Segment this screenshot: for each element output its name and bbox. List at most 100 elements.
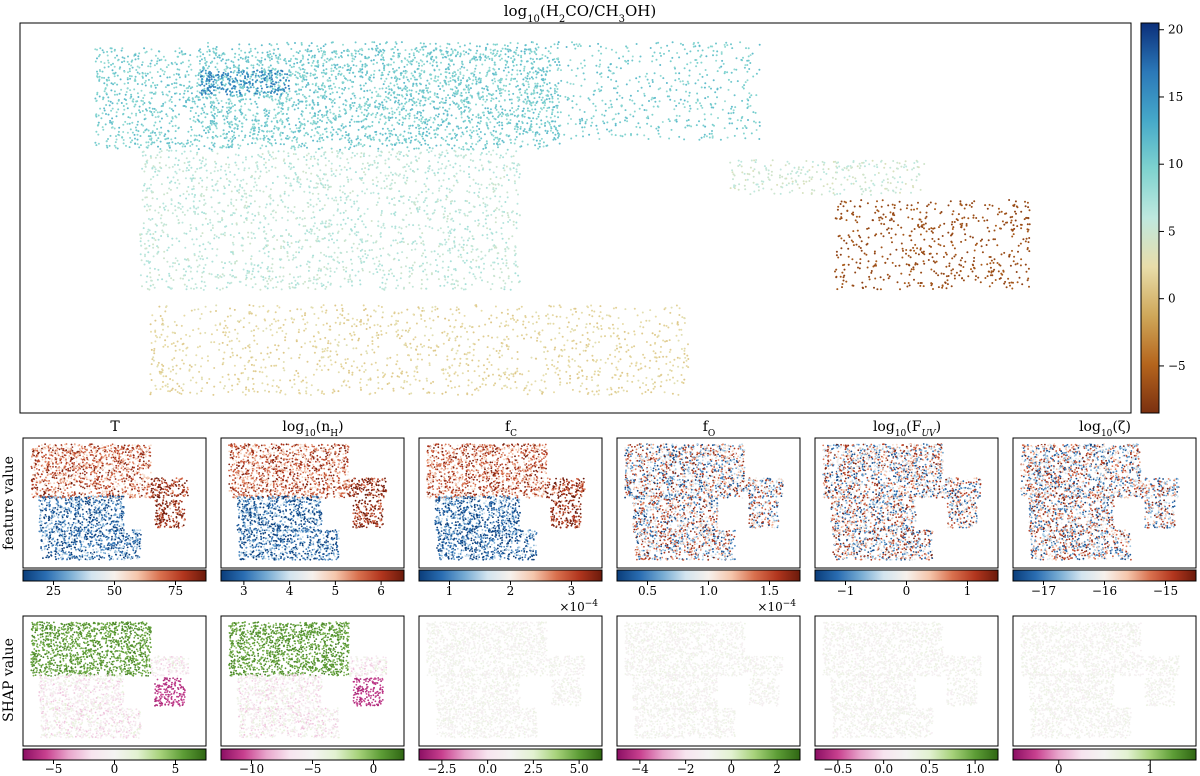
main-scatter-point (731, 122, 734, 125)
main-scatter-point (400, 108, 403, 111)
main-scatter-point (714, 102, 717, 105)
main-scatter-point (156, 60, 159, 63)
main-scatter-point (408, 115, 411, 117)
main-scatter-point (359, 283, 362, 286)
main-scatter-point (217, 111, 219, 114)
main-scatter-point (629, 94, 632, 97)
main-scatter-point (184, 145, 187, 148)
main-scatter-point (264, 123, 267, 126)
main-scatter-point (375, 44, 378, 47)
main-scatter-point (264, 71, 267, 74)
main-scatter-point (265, 185, 268, 188)
main-scatter-point (477, 78, 480, 81)
main-scatter-point (279, 58, 282, 61)
main-scatter-point (400, 60, 403, 63)
main-scatter-point (142, 100, 144, 103)
main-scatter-point (352, 104, 355, 107)
main-scatter-point (364, 43, 367, 45)
main-scatter-point (155, 109, 158, 112)
main-scatter-point (493, 77, 496, 80)
main-scatter-point (353, 145, 356, 148)
main-scatter-point (316, 131, 319, 134)
main-scatter-point (356, 247, 359, 250)
main-scatter-point (373, 69, 376, 72)
main-scatter-point (405, 76, 408, 79)
main-scatter-point (411, 104, 414, 106)
main-scatter-point (363, 108, 366, 111)
main-scatter-point (298, 66, 301, 69)
main-scatter-point (316, 235, 319, 238)
main-scatter-point (207, 131, 210, 134)
main-scatter-point (402, 76, 405, 79)
main-scatter-point (322, 62, 325, 65)
main-scatter-point (351, 115, 354, 118)
main-scatter-point (297, 276, 300, 278)
main-scatter-point (379, 235, 382, 238)
main-scatter-point (376, 61, 378, 64)
main-scatter-point (163, 257, 165, 260)
main-scatter-point (330, 64, 333, 67)
main-scatter-point (252, 64, 255, 67)
main-scatter-point (573, 43, 576, 46)
main-scatter-point (508, 83, 511, 86)
main-scatter-point (252, 114, 255, 117)
main-scatter-point (502, 69, 505, 72)
main-scatter-point (367, 56, 370, 59)
main-scatter-point (238, 64, 241, 67)
main-scatter-point (292, 65, 295, 68)
main-scatter-point (397, 231, 400, 234)
main-scatter-point (483, 262, 485, 265)
main-scatter-point (294, 70, 297, 73)
main-scatter-point (229, 110, 232, 113)
main-scatter-point (523, 50, 526, 53)
main-scatter-point (498, 143, 501, 146)
main-scatter-point (538, 96, 541, 99)
main-scatter-point (494, 221, 497, 224)
main-scatter-point (512, 220, 515, 223)
main-scatter-point (202, 67, 205, 69)
main-scatter-point (295, 51, 298, 54)
main-scatter-point (659, 74, 662, 77)
main-scatter-point (287, 155, 290, 158)
main-scatter-point (267, 66, 270, 69)
main-scatter-point (393, 84, 396, 87)
main-scatter-point (209, 120, 212, 122)
main-scatter-point (231, 48, 234, 51)
main-scatter-point (510, 141, 512, 144)
main-scatter-point (442, 112, 445, 115)
main-scatter-point (209, 105, 212, 108)
main-scatter-point (224, 169, 227, 172)
main-scatter-point (317, 114, 320, 116)
main-scatter-point (545, 98, 548, 101)
main-scatter-point (230, 121, 233, 124)
main-scatter-point (650, 125, 653, 128)
main-scatter-point (213, 57, 216, 60)
main-scatter-point (337, 203, 339, 206)
main-scatter-point (230, 60, 233, 63)
main-scatter-point (270, 44, 273, 47)
main-scatter-point (268, 112, 270, 114)
main-scatter-point (249, 77, 252, 80)
main-scatter-point (426, 60, 429, 63)
main-scatter-point (316, 101, 319, 104)
main-scatter-point (136, 123, 139, 126)
main-scatter-point (318, 50, 320, 53)
main-scatter-point (216, 108, 219, 111)
main-scatter-point (305, 75, 308, 78)
main-scatter-point (119, 66, 122, 69)
main-scatter-point (650, 98, 653, 101)
main-scatter-point (438, 179, 441, 182)
main-scatter-point (402, 107, 405, 110)
main-scatter-point (463, 44, 466, 47)
main-scatter-point (330, 70, 333, 73)
main-scatter-point (129, 141, 132, 144)
main-scatter-point (255, 112, 258, 115)
main-scatter-point (332, 128, 335, 131)
main-scatter-point (267, 140, 270, 143)
main-scatter-point (301, 114, 304, 117)
main-scatter-point (204, 105, 206, 108)
main-scatter-point (389, 82, 392, 85)
main-scatter-point (484, 203, 487, 206)
main-scatter-point (643, 94, 646, 97)
main-scatter-point (556, 69, 559, 71)
